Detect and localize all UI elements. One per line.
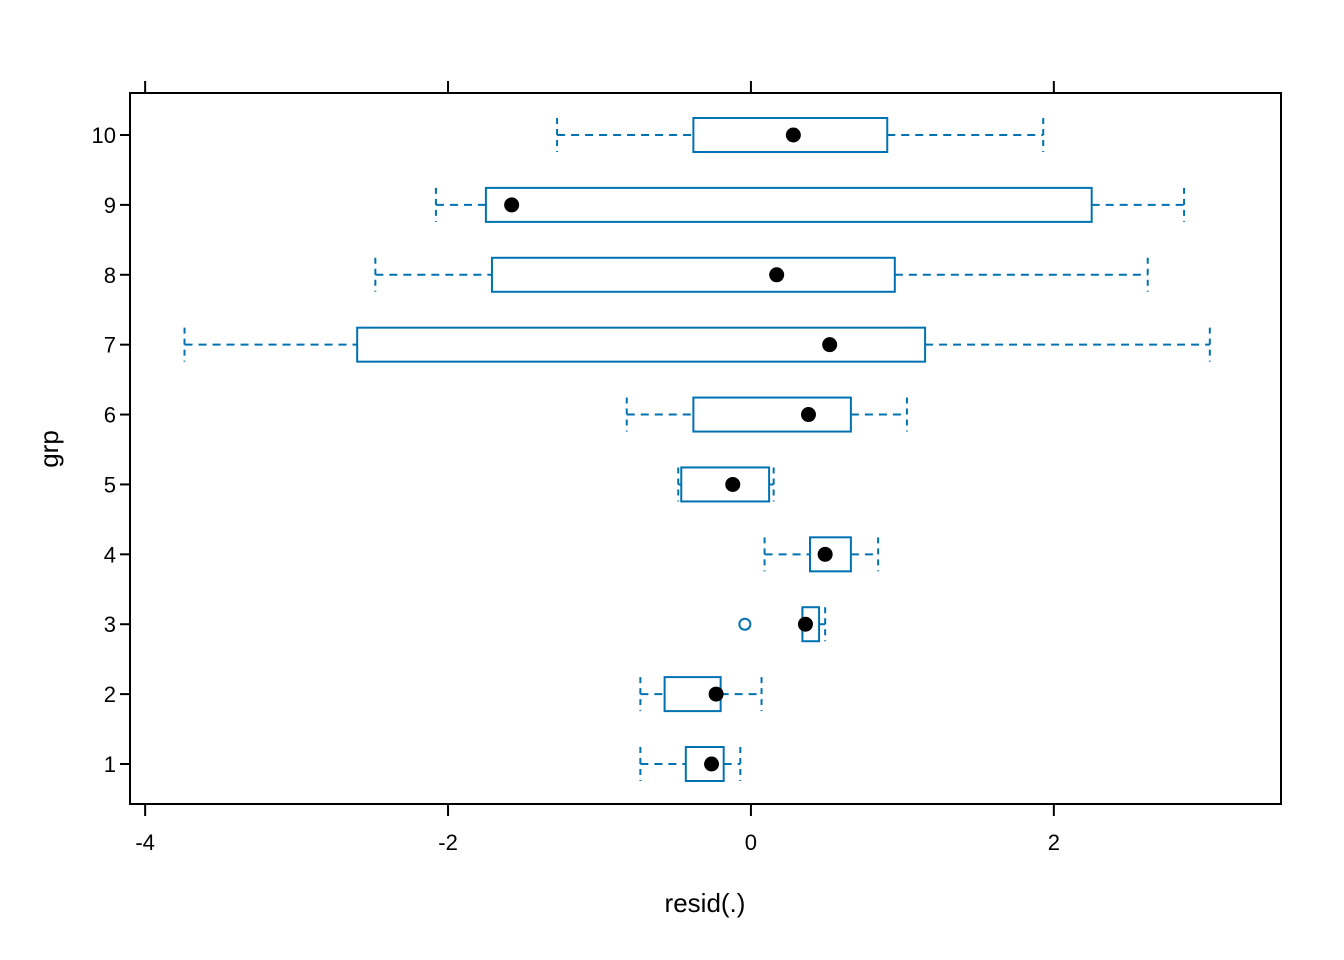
x-axis-bottom: -4 -2 0 2 [135,804,1060,855]
plot-frame [129,92,1282,805]
y-tick-label: 7 [104,333,116,358]
box-iqr [490,256,896,293]
median-dot [822,337,838,353]
box-iqr [692,117,889,153]
box-group [763,536,880,573]
y-tick-label: 2 [104,682,116,707]
box-group [738,606,827,643]
box-iqr [356,326,927,363]
median-dot [817,546,833,562]
box-iqr [680,466,771,503]
median-dot [800,407,816,423]
y-axis: 1 2 3 4 5 6 7 8 9 10 [92,123,130,777]
x-tick-label: 0 [745,830,757,855]
median-dot [708,686,724,702]
y-tick-label: 1 [104,752,116,777]
box-group [639,676,763,713]
y-tick-label: 10 [92,123,116,148]
x-tick-label: -2 [438,830,458,855]
box-group [183,326,1211,363]
box-group [374,256,1149,293]
y-tick-label: 9 [104,193,116,218]
boxes-layer [183,117,1211,782]
y-axis-title: grp [34,430,64,468]
median-dot [797,616,813,632]
y-tick-label: 8 [104,263,116,288]
x-axis-title: resid(.) [665,888,746,918]
median-dot [725,476,741,492]
box-iqr [484,186,1093,223]
y-tick-label: 4 [104,542,116,567]
x-tick-label: 2 [1048,830,1060,855]
y-tick-label: 5 [104,472,116,497]
x-tick-label: -4 [135,830,155,855]
x-axis-top [144,81,1055,93]
median-dot [504,197,520,213]
y-tick-label: 3 [104,612,116,637]
box-group [556,117,1045,153]
box-iqr [692,396,852,433]
outlier-point [738,617,752,631]
median-dot [704,756,720,772]
box-group [434,186,1186,223]
median-dot [785,127,801,143]
box-group [625,396,908,433]
median-dot [769,267,785,283]
box-group [677,466,775,503]
y-tick-label: 6 [104,403,116,428]
box-group [639,746,742,782]
